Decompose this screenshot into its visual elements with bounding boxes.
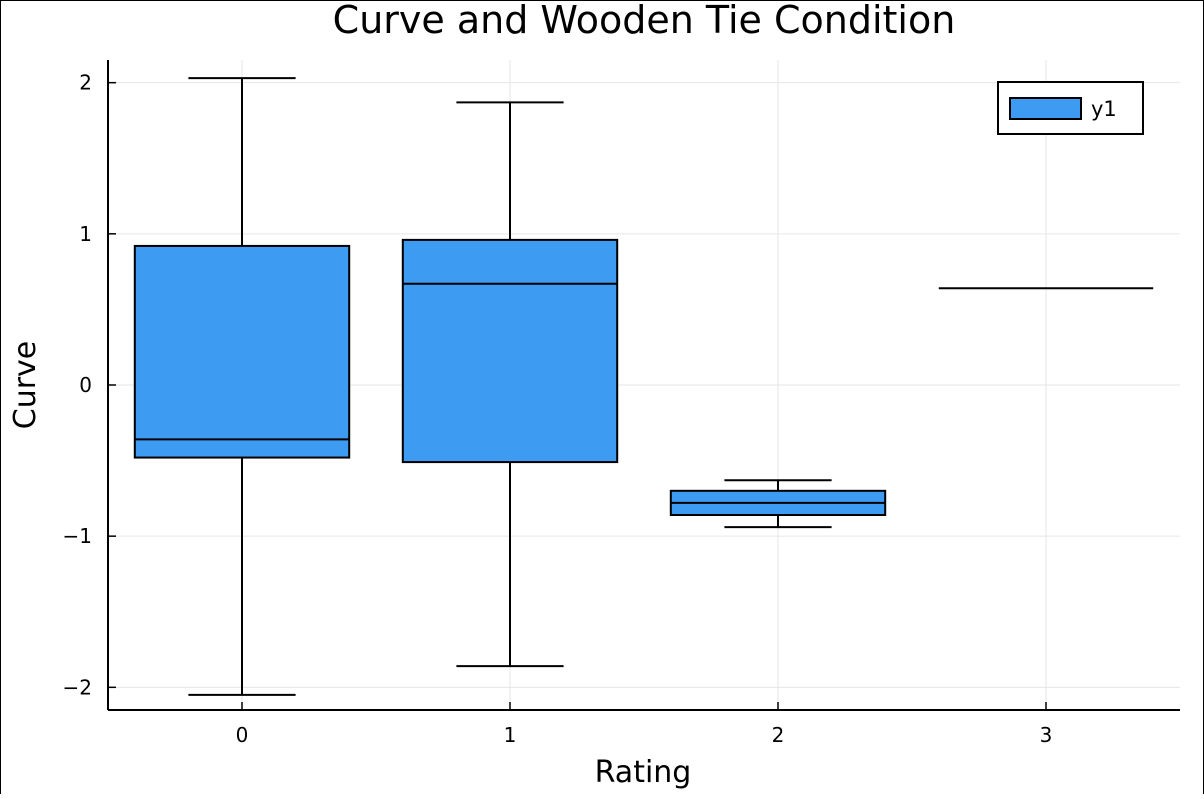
iqr-box — [401, 238, 619, 464]
ticks: 0 1 2 3 −2 −1 0 1 2 — [63, 71, 1053, 747]
y-tick-label: −1 — [63, 524, 92, 548]
x-tick-label: 0 — [236, 723, 249, 747]
y-tick-label: 1 — [79, 222, 92, 246]
y-tick-label: 2 — [79, 71, 92, 95]
iqr-box — [133, 244, 351, 459]
x-tick-label: 3 — [1040, 723, 1053, 747]
x-axis-label: Rating — [595, 755, 692, 790]
box-1 — [401, 101, 619, 668]
chart-title: Curve and Wooden Tie Condition — [333, 1, 956, 42]
x-tick-label: 1 — [504, 723, 517, 747]
y-tick-label: 0 — [79, 373, 92, 397]
box-0 — [133, 77, 351, 696]
legend-label: y1 — [1091, 97, 1117, 121]
legend-swatch — [1009, 97, 1082, 120]
y-axis-label: Curve — [8, 341, 43, 430]
boxes — [133, 77, 1154, 696]
x-tick-label: 2 — [772, 723, 785, 747]
legend: y1 — [997, 81, 1144, 135]
y-tick-label: −2 — [63, 675, 92, 699]
box-2 — [669, 479, 887, 529]
